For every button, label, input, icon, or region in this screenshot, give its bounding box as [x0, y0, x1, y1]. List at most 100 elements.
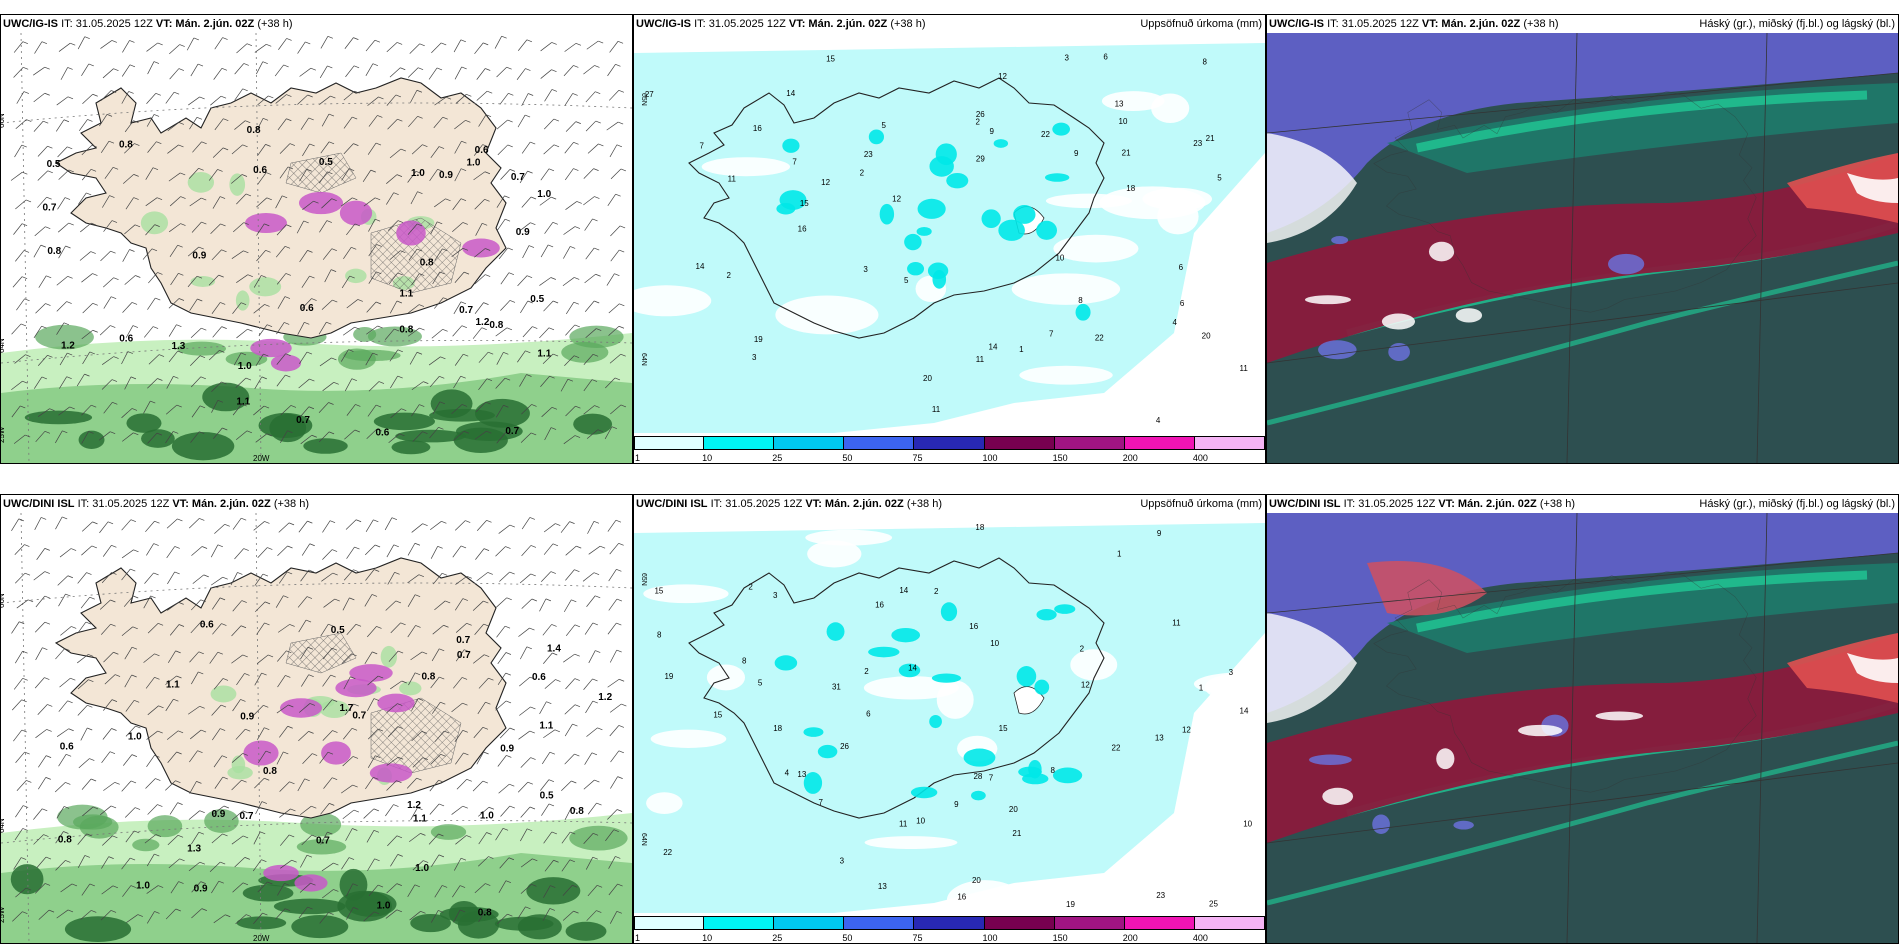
wind-barb [365, 777, 374, 790]
wind-barb [432, 401, 441, 415]
precip-value-label: 12 [1182, 726, 1191, 735]
wind-barb-flag [178, 68, 185, 71]
wind-barb [496, 432, 506, 444]
wind-barb [587, 885, 598, 897]
wind-map[interactable]: 0.7 0.5 0.6 0.9 1.1 1.2 0.7 0.8 1.0 1.2 0.9 0.5 1.1 0… [1, 513, 632, 943]
grid-line [1756, 33, 1768, 463]
wind-barb [320, 36, 329, 49]
wind-barb [563, 599, 572, 613]
wind-barb [254, 778, 265, 789]
wind-barb-flag [156, 432, 163, 436]
wind-barb-flag [621, 703, 627, 707]
wind-barb-flag [357, 299, 363, 302]
wind-barb-flag [436, 67, 443, 71]
colorbar-swatch [1054, 436, 1125, 450]
wind-barb-flag [463, 353, 469, 357]
dry-area [1193, 672, 1265, 696]
wind-barb-flag [397, 650, 404, 654]
wind-map[interactable]: 0.5 0.6 0.8 0.7 1.0 0.9 1.1 1.2 0.5 0.6 0.7 0.5 1.1 0… [1, 33, 632, 463]
wind-barb [300, 569, 310, 582]
wind-barb-flag [48, 909, 55, 913]
wind-barb [211, 597, 221, 610]
wind-value-label: 1.1 [537, 349, 551, 360]
wind-barb-flag [286, 94, 292, 97]
wind-barb [434, 885, 443, 898]
wind-barb-flag [422, 523, 428, 527]
wind-barb [585, 700, 594, 714]
wind-barb-flag [90, 168, 97, 172]
wind-barb [340, 349, 349, 362]
wind-barb [473, 727, 484, 739]
wind-barb [214, 118, 224, 131]
colorbar-tick-label: 25 [772, 453, 783, 463]
wind-barb [520, 828, 528, 842]
wind-barb-flag [291, 859, 297, 863]
wind-barb [231, 144, 243, 155]
precip-map[interactable]: 3 2 10 8 3 2 1 13 18 20 23 15 16 14 25 22 26 21 19 12 13 16 14… [634, 513, 1265, 913]
wind-value-label: 0.6 [300, 303, 314, 314]
precip-cell [826, 622, 845, 641]
precip-cell [981, 209, 1001, 229]
wind-barb-flag [508, 92, 514, 96]
wind-barb-flag [526, 374, 532, 377]
wind-barb [300, 434, 313, 445]
grid-label-lon: 25W [1, 426, 6, 443]
wind-barb-flag [261, 801, 268, 804]
wind-barb [475, 548, 485, 560]
wind-value-label: 1.2 [598, 692, 612, 703]
colorbar-swatch [914, 436, 985, 450]
wind-barb [519, 573, 531, 584]
wind-barb [277, 296, 286, 309]
wind-barb [453, 39, 462, 53]
wind-barb-flag [416, 248, 423, 252]
cloud-patch [1595, 711, 1644, 721]
wind-barb [587, 521, 595, 534]
wind-barb-flag [488, 806, 495, 810]
wind-barb [608, 90, 620, 101]
green-cell [367, 326, 422, 347]
dry-area [643, 584, 729, 604]
cloud-map[interactable] [1267, 513, 1898, 943]
wind-barb-flag [353, 65, 360, 69]
wind-barb-flag [155, 93, 161, 96]
wind-barb [211, 302, 221, 314]
wind-barb [188, 168, 199, 179]
wind-barb-flag [309, 703, 316, 706]
wind-barb-flag [196, 275, 203, 279]
wind-barb-flag [63, 322, 70, 326]
wind-barb-flag [241, 517, 247, 521]
wind-value-label: 1.0 [537, 189, 551, 200]
wind-barb-flag [370, 169, 376, 173]
green-cell [24, 410, 93, 425]
wind-barb [343, 143, 354, 155]
wind-barb-flag [223, 805, 230, 809]
wind-barb [605, 829, 615, 842]
wind-barb [387, 572, 395, 585]
glacier-hatch [370, 697, 462, 774]
wind-barb-flag [198, 246, 204, 250]
precip-value-label: 3 [1229, 668, 1234, 677]
wind-barb-flag [505, 880, 512, 884]
wind-barb [57, 575, 69, 586]
wind-barb [278, 522, 290, 533]
wind-barb-flag [574, 753, 580, 757]
wind-barb-flag [304, 321, 310, 325]
wind-value-label: 0.5 [319, 157, 333, 168]
colorbar-swatch [984, 916, 1055, 930]
wind-barb-flag [483, 42, 489, 46]
wind-barb [213, 755, 223, 768]
green-cell [64, 916, 132, 942]
high-cloud-area [1267, 33, 1898, 233]
cloud-map[interactable] [1267, 33, 1898, 463]
precip-map[interactable]: 2 3 2 3 4 5 6 7 8 9 10 11 12 14 15 16 18 19 20 21 22 23 26 27 29… [634, 33, 1265, 433]
wind-barb [410, 90, 418, 103]
wind-barb [301, 834, 312, 846]
wind-barb [322, 647, 333, 660]
colorbar-swatch [1054, 916, 1125, 930]
wind-barb-flag [198, 651, 204, 655]
wind-barb-flag [530, 222, 536, 226]
green-cell [242, 884, 294, 902]
wind-barb [11, 518, 20, 531]
wind-barb-flag [262, 912, 268, 916]
wind-barb-flag [45, 856, 52, 860]
